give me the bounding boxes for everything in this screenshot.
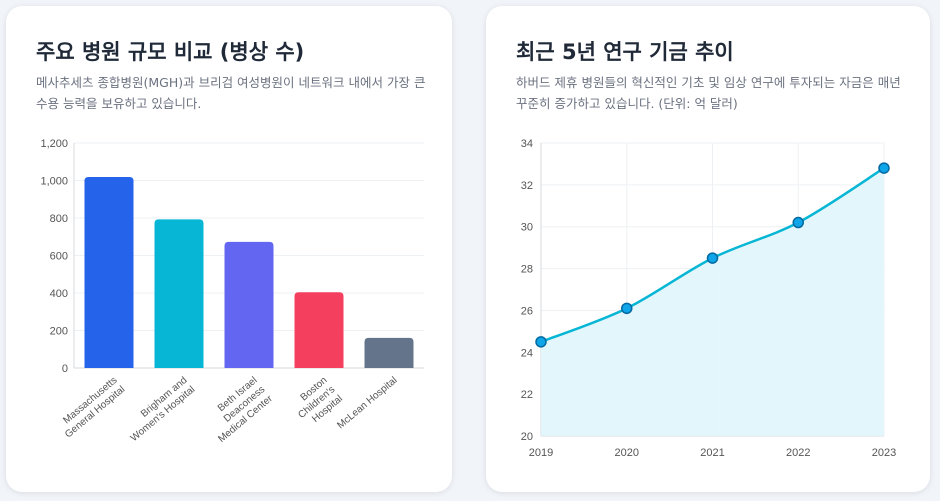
bed-count-description: 메사추세츠 종합병원(MGH)과 브리검 여성병원이 네트워크 내에서 가장 큰…	[36, 75, 426, 111]
bed-count-bar-chart: 0 200 400 600 800 1,000 1,200 MassachusettsGene…	[40, 138, 424, 445]
research-funding-card: 최근 5년 연구 기금 추이 하버드 제휴 병원들의 혁신적인 기초 및 임상 …	[486, 6, 930, 492]
y-tick-label: 200	[50, 326, 68, 338]
y-tick-label: 600	[50, 251, 68, 263]
x-tick-label-line: McLean Hospital	[335, 375, 399, 431]
x-tick-label: 2022	[786, 447, 810, 459]
research-funding-title: 최근 5년 연구 기금 추이	[516, 40, 734, 64]
y-tick-label: 24	[521, 347, 533, 359]
x-tick-label: 2020	[615, 447, 639, 459]
data-point[interactable]	[706, 252, 719, 264]
bar	[224, 241, 274, 368]
bed-count-title: 주요 병원 규모 비교 (병상 수)	[36, 40, 305, 64]
y-tick-label: 22	[521, 389, 533, 401]
x-tick-label: 2021	[700, 447, 724, 459]
data-point[interactable]	[621, 302, 633, 315]
bed-count-card: 주요 병원 규모 비교 (병상 수) 메사추세츠 종합병원(MGH)과 브리검 …	[6, 6, 452, 492]
y-tick-label: 800	[50, 213, 68, 225]
data-point[interactable]	[878, 162, 890, 174]
y-tick-label: 20	[521, 431, 533, 443]
y-tick-label: 26	[521, 305, 533, 317]
y-tick-label: 28	[521, 264, 533, 276]
y-tick-label: 400	[50, 288, 68, 300]
x-tick-label: 2023	[872, 447, 896, 459]
bar	[294, 292, 344, 368]
bar	[364, 337, 414, 368]
research-funding-description: 하버드 제휴 병원들의 혁신적인 기초 및 임상 연구에 투자되는 자금은 매년…	[516, 75, 901, 111]
y-tick-label: 0	[62, 363, 68, 375]
y-tick-label: 30	[521, 222, 533, 234]
y-tick-label: 1,200	[40, 138, 68, 150]
data-point[interactable]	[535, 336, 547, 348]
data-point[interactable]	[792, 216, 804, 229]
x-tick-label: 2019	[529, 447, 553, 459]
funding-area	[541, 168, 884, 436]
bar	[84, 176, 134, 368]
y-tick-label: 1,000	[40, 176, 68, 188]
y-tick-label: 32	[521, 180, 533, 192]
bar	[154, 219, 204, 368]
x-tick-label: McLean Hospital	[335, 375, 399, 431]
y-tick-label: 34	[521, 138, 533, 150]
